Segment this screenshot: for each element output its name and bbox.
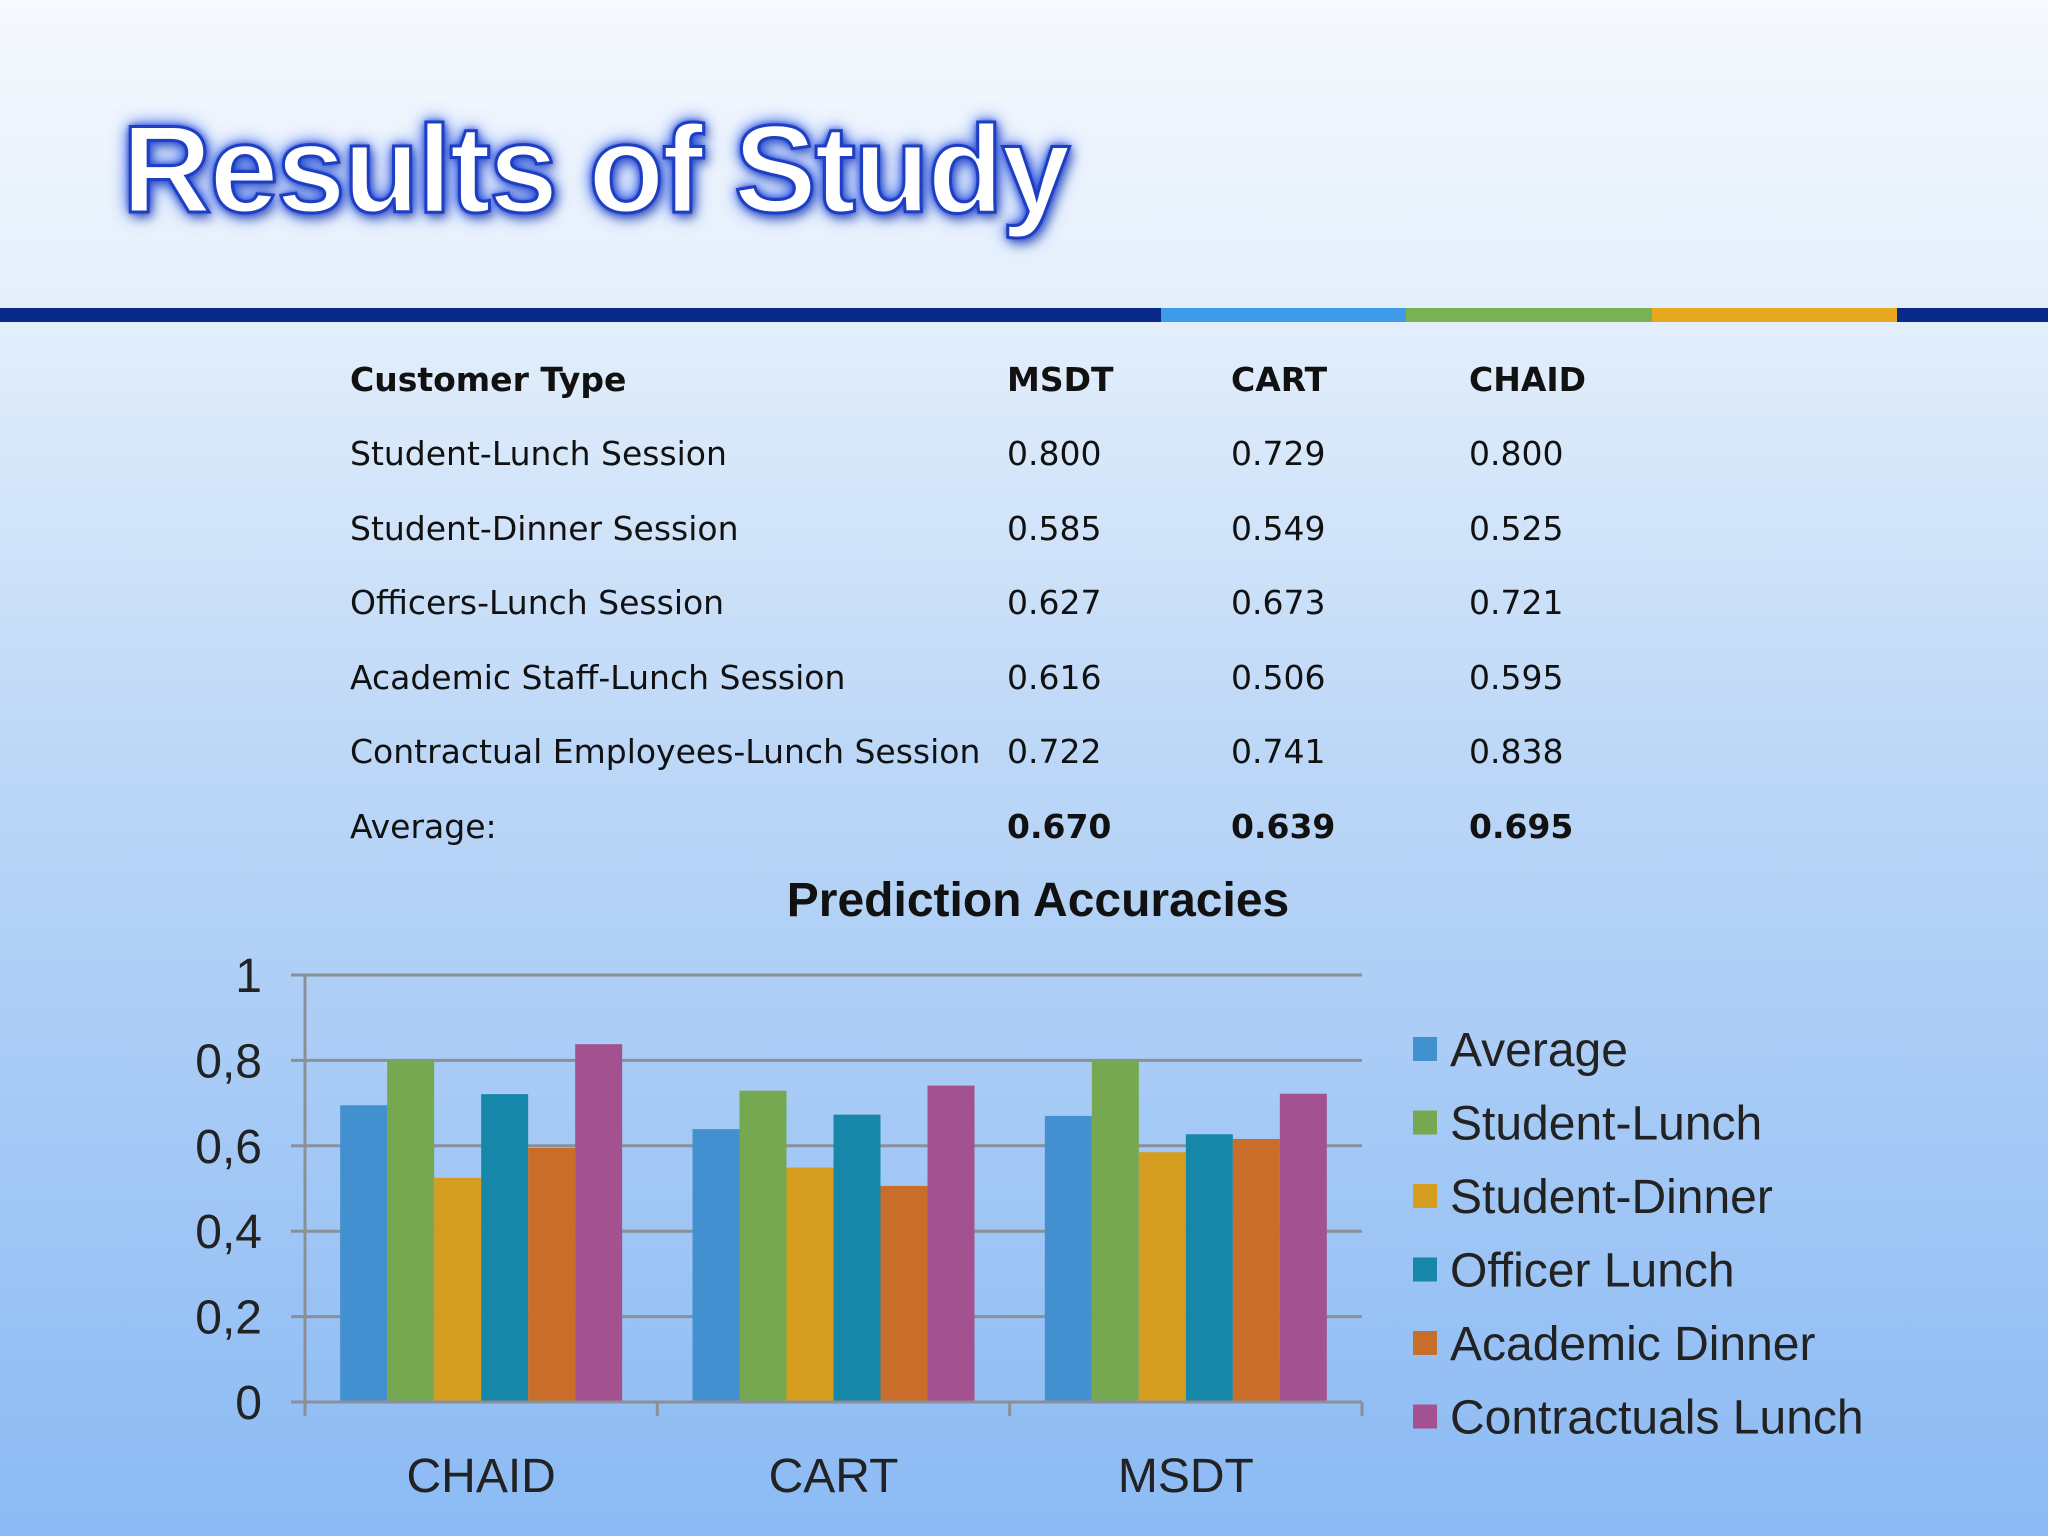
legend-swatch (1413, 1331, 1437, 1355)
bars (340, 1044, 1327, 1402)
cell-chaid: 0.721 (1469, 583, 1564, 623)
bar (387, 1060, 435, 1402)
legend-label: Contractuals Lunch (1450, 1392, 1864, 1445)
bar (1185, 1134, 1233, 1402)
average-cart: 0.639 (1231, 806, 1336, 846)
average-row: Average: 0.670 0.639 0.695 (350, 789, 1629, 864)
row-label: Student-Dinner Session (350, 508, 739, 548)
bar (575, 1044, 623, 1402)
legend: Average Student-Lunch Student-Dinner Office… (1413, 1024, 1864, 1445)
axes: 0 0,2 0,4 0,6 0,8 1 CHAID CART MSDT (195, 950, 1364, 1503)
x-tick-label: CHAID (406, 1450, 555, 1503)
cell-msdt: 0.585 (1007, 508, 1102, 548)
cell-msdt: 0.627 (1007, 583, 1102, 623)
bar (692, 1129, 740, 1402)
table-header-row: Customer Type MSDT CART CHAID (350, 342, 1629, 417)
cell-chaid: 0.595 (1469, 657, 1564, 697)
average-label: Average: (350, 806, 497, 846)
table-row: Academic Staff-Lunch Session 0.616 0.506… (350, 640, 1629, 715)
header-msdt: MSDT (1007, 359, 1114, 399)
average-chaid: 0.695 (1469, 806, 1574, 846)
stripe-segment-green (1406, 308, 1652, 322)
y-tick-label: 0 (235, 1377, 262, 1430)
bar (1091, 1060, 1139, 1402)
table-row: Contractual Employees-Lunch Session 0.72… (350, 715, 1629, 790)
bar (340, 1105, 388, 1402)
bar (1232, 1138, 1280, 1402)
stripe-segment-navy (0, 308, 1161, 322)
bar (833, 1114, 881, 1402)
legend-label: Student-Dinner (1450, 1171, 1773, 1224)
row-label: Academic Staff-Lunch Session (350, 657, 846, 697)
bar (1279, 1093, 1327, 1402)
legend-label: Academic Dinner (1450, 1318, 1816, 1371)
cell-chaid: 0.800 (1469, 434, 1564, 474)
results-table: Customer Type MSDT CART CHAID Student-Lu… (350, 342, 1629, 864)
bar (880, 1185, 928, 1402)
legend-swatch (1413, 1257, 1437, 1282)
chart-title: Prediction Accuracies (787, 874, 1289, 927)
y-tick-label: 0,2 (195, 1292, 262, 1345)
header-customer-type: Customer Type (350, 359, 627, 399)
cell-msdt: 0.616 (1007, 657, 1102, 697)
cell-msdt: 0.722 (1007, 732, 1102, 772)
bar (927, 1085, 975, 1402)
bar (1138, 1152, 1186, 1402)
header-chaid: CHAID (1469, 359, 1587, 399)
row-label: Officers-Lunch Session (350, 583, 725, 623)
stripe-segment-blue (1161, 308, 1406, 322)
cell-cart: 0.549 (1231, 508, 1326, 548)
slide-title: Results of Study (120, 100, 1071, 241)
legend-label: Officer Lunch (1450, 1245, 1735, 1298)
bar (786, 1167, 834, 1402)
header-cart: CART (1231, 359, 1328, 399)
x-tick-label: CART (769, 1450, 899, 1503)
legend-swatch (1413, 1404, 1437, 1429)
row-label: Student-Lunch Session (350, 434, 727, 474)
cell-cart: 0.741 (1231, 732, 1326, 772)
row-label: Contractual Employees-Lunch Session (350, 732, 981, 772)
x-tick-label: MSDT (1118, 1450, 1254, 1503)
table-row: Officers-Lunch Session 0.627 0.673 0.721 (350, 566, 1629, 641)
bar (528, 1147, 576, 1402)
bar (1044, 1115, 1092, 1402)
bar (481, 1094, 529, 1402)
stripe-segment-orange (1652, 308, 1897, 322)
bar (434, 1177, 482, 1402)
cell-chaid: 0.838 (1469, 732, 1564, 772)
legend-swatch (1413, 1110, 1437, 1135)
y-tick-label: 1 (235, 950, 262, 1003)
header-stripe (0, 308, 2048, 322)
y-tick-label: 0,4 (195, 1206, 262, 1259)
cell-chaid: 0.525 (1469, 508, 1564, 548)
legend-label: Student-Lunch (1450, 1098, 1762, 1151)
y-tick-label: 0,8 (195, 1035, 262, 1088)
table-row: Student-Dinner Session 0.585 0.549 0.525 (350, 491, 1629, 566)
stripe-segment-navy-end (1897, 308, 2048, 322)
cell-cart: 0.506 (1231, 657, 1326, 697)
cell-cart: 0.729 (1231, 434, 1326, 474)
cell-cart: 0.673 (1231, 583, 1326, 623)
y-tick-label: 0,6 (195, 1121, 262, 1174)
bar (739, 1090, 787, 1402)
cell-msdt: 0.800 (1007, 434, 1102, 474)
legend-label: Average (1450, 1024, 1628, 1077)
table-row: Student-Lunch Session 0.800 0.729 0.800 (350, 417, 1629, 492)
average-msdt: 0.670 (1007, 806, 1112, 846)
legend-swatch (1413, 1037, 1437, 1061)
legend-swatch (1413, 1184, 1437, 1208)
